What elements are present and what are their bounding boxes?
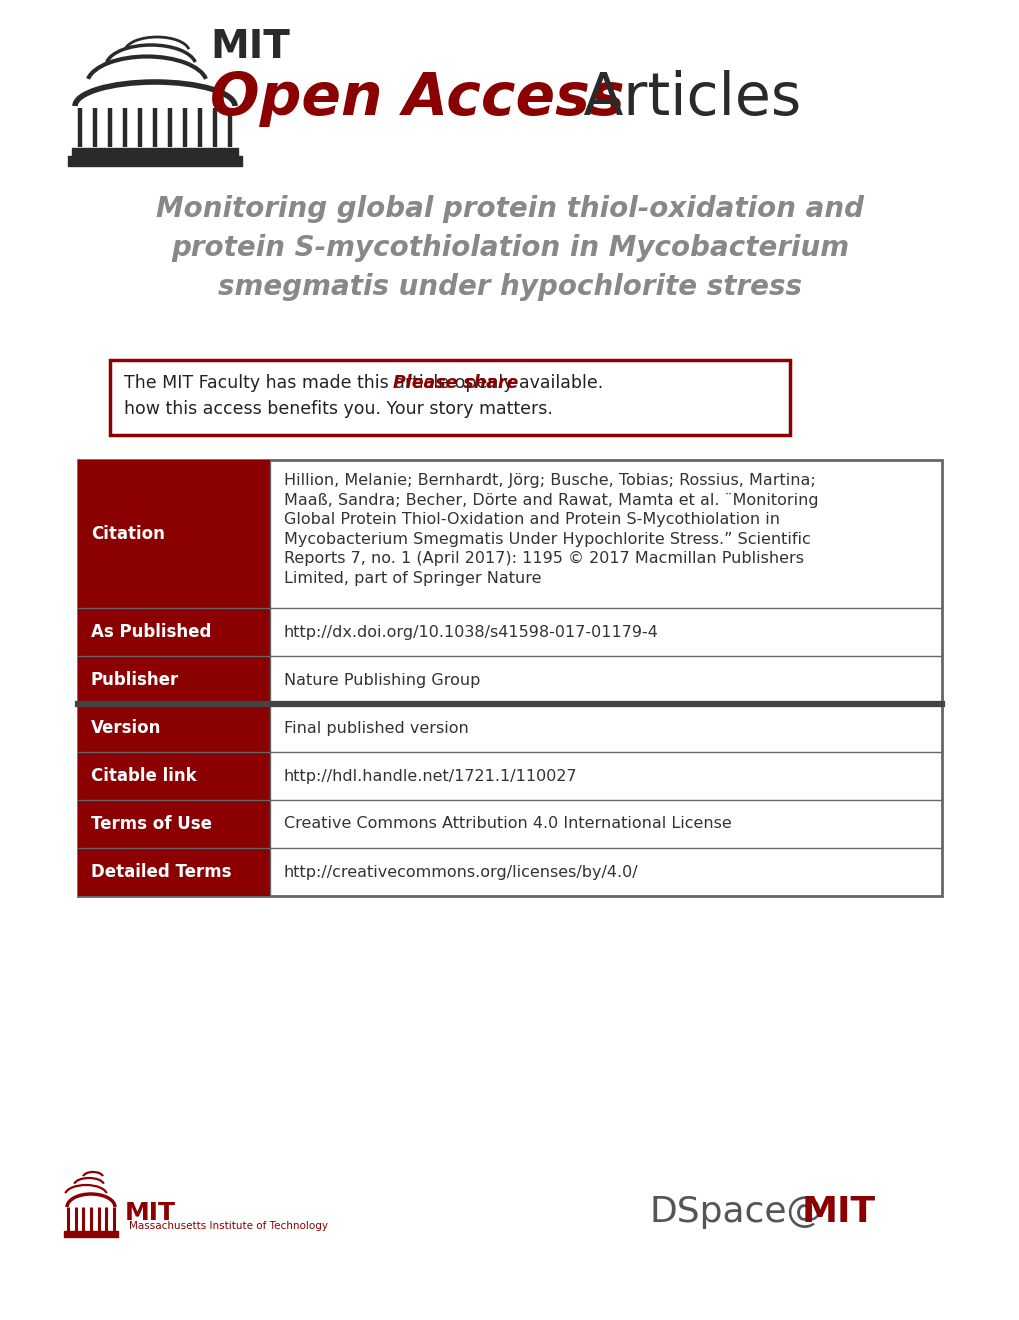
- Text: Creative Commons Attribution 4.0 International License: Creative Commons Attribution 4.0 Interna…: [283, 817, 731, 832]
- Text: Nature Publishing Group: Nature Publishing Group: [283, 672, 480, 688]
- Text: As Published: As Published: [91, 623, 211, 642]
- Text: http://creativecommons.org/licenses/by/4.0/: http://creativecommons.org/licenses/by/4…: [283, 865, 638, 879]
- Text: Open Access: Open Access: [210, 70, 624, 127]
- Text: Monitoring global protein thiol-oxidation and
protein S-mycothiolation in Mycoba: Monitoring global protein thiol-oxidatio…: [156, 195, 863, 301]
- Text: Citable link: Citable link: [91, 767, 197, 785]
- Text: MIT: MIT: [801, 1195, 875, 1229]
- FancyBboxPatch shape: [77, 704, 942, 896]
- Text: how this access benefits you. Your story matters.: how this access benefits you. Your story…: [124, 400, 552, 418]
- FancyBboxPatch shape: [110, 360, 790, 436]
- FancyBboxPatch shape: [77, 656, 270, 704]
- Text: Please share: Please share: [392, 374, 518, 392]
- Text: MIT: MIT: [125, 1201, 176, 1225]
- Text: Version: Version: [91, 719, 161, 737]
- FancyBboxPatch shape: [77, 752, 270, 800]
- Text: The MIT Faculty has made this article openly available.: The MIT Faculty has made this article op…: [124, 374, 608, 392]
- Text: Terms of Use: Terms of Use: [91, 814, 212, 833]
- Text: Final published version: Final published version: [283, 721, 469, 735]
- Text: Massachusetts Institute of Technology: Massachusetts Institute of Technology: [128, 1221, 328, 1232]
- FancyBboxPatch shape: [77, 704, 270, 752]
- Text: DSpace@: DSpace@: [649, 1195, 822, 1229]
- Text: Publisher: Publisher: [91, 671, 179, 689]
- Text: Citation: Citation: [91, 525, 165, 543]
- Text: Hillion, Melanie; Bernhardt, Jörg; Busche, Tobias; Rossius, Martina;
Maaß, Sandr: Hillion, Melanie; Bernhardt, Jörg; Busch…: [283, 473, 818, 586]
- FancyBboxPatch shape: [77, 800, 270, 847]
- Text: http://hdl.handle.net/1721.1/110027: http://hdl.handle.net/1721.1/110027: [283, 768, 577, 784]
- Text: Articles: Articles: [565, 70, 801, 127]
- FancyBboxPatch shape: [77, 459, 942, 704]
- Text: http://dx.doi.org/10.1038/s41598-017-01179-4: http://dx.doi.org/10.1038/s41598-017-011…: [283, 624, 658, 639]
- FancyBboxPatch shape: [77, 459, 270, 609]
- Text: MIT: MIT: [210, 28, 289, 66]
- FancyBboxPatch shape: [77, 847, 270, 896]
- Text: Detailed Terms: Detailed Terms: [91, 863, 231, 880]
- FancyBboxPatch shape: [77, 609, 270, 656]
